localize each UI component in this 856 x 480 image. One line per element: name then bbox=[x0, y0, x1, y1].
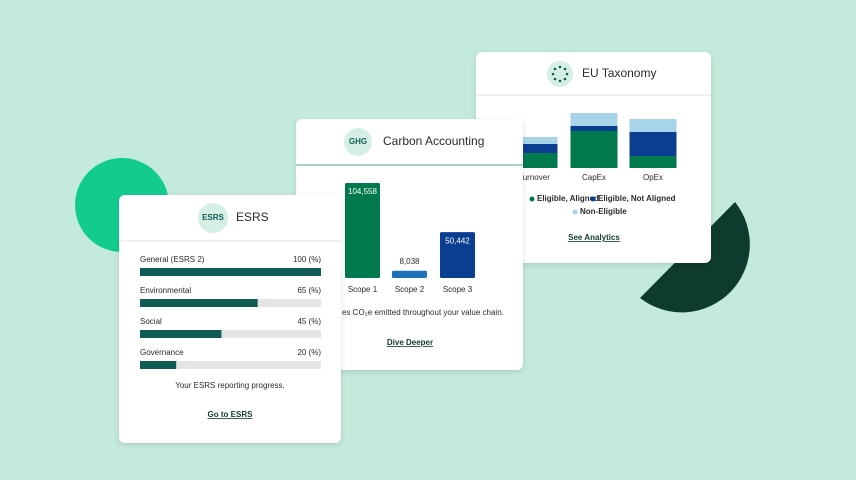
legend-swatch bbox=[529, 196, 535, 202]
row-label: General (ESRS 2) bbox=[140, 255, 205, 264]
badge: GHG bbox=[349, 137, 367, 146]
link[interactable]: See Analytics bbox=[568, 233, 620, 242]
icon bbox=[547, 61, 573, 87]
progress-bar bbox=[140, 299, 258, 307]
bar bbox=[345, 183, 380, 278]
card bbox=[119, 195, 341, 443]
stack-segment bbox=[629, 119, 677, 132]
progress-bar bbox=[140, 361, 177, 369]
x-label: CapEx bbox=[582, 173, 606, 182]
stack-segment bbox=[629, 132, 677, 156]
stack-segment bbox=[510, 137, 558, 144]
carbon-card: GHG Carbon Accounting es CO₂e emitted th… bbox=[296, 119, 523, 370]
card bbox=[296, 119, 523, 370]
legend-swatch bbox=[590, 196, 596, 202]
eu-stars bbox=[551, 65, 569, 83]
row-label: Governance bbox=[140, 348, 184, 357]
x-label: Scope 1 bbox=[348, 285, 378, 294]
caption: es CO₂e emitted throughout your value ch… bbox=[342, 308, 504, 317]
bar bbox=[440, 232, 475, 278]
x-label: OpEx bbox=[643, 173, 663, 182]
row-value: 45 (%) bbox=[297, 317, 321, 326]
legend-label: Non-Eligible bbox=[580, 207, 627, 216]
stack-segment bbox=[629, 156, 677, 168]
link[interactable]: Dive Deeper bbox=[387, 338, 433, 347]
stack-segment bbox=[570, 113, 618, 126]
progress-track bbox=[140, 361, 321, 369]
badge: ESRS bbox=[202, 213, 224, 222]
stack-segment bbox=[570, 126, 618, 131]
value-label: 104,558 bbox=[348, 187, 377, 196]
progress-bar bbox=[140, 330, 222, 338]
icon bbox=[198, 203, 228, 233]
progress-track bbox=[140, 330, 321, 338]
legend-swatch bbox=[572, 209, 578, 215]
x-label: Turnover bbox=[518, 173, 550, 182]
legend-label: Eligible, Aligned bbox=[537, 194, 599, 203]
bar bbox=[392, 270, 427, 278]
progress-bar bbox=[140, 268, 321, 276]
value-label: 50,442 bbox=[445, 236, 470, 245]
x-label: Scope 2 bbox=[395, 285, 425, 294]
stack-segment bbox=[510, 144, 558, 153]
icon bbox=[344, 128, 372, 156]
link[interactable]: Go to ESRS bbox=[208, 410, 254, 419]
row-value: 20 (%) bbox=[297, 348, 321, 357]
row-value: 65 (%) bbox=[297, 286, 321, 295]
row-label: Environmental bbox=[140, 286, 191, 295]
card-title: EU Taxonomy bbox=[582, 66, 656, 80]
value-label: 8,038 bbox=[399, 257, 420, 266]
stack-segment bbox=[570, 131, 618, 168]
row-label: Social bbox=[140, 317, 162, 326]
x-label: Scope 3 bbox=[443, 285, 473, 294]
eu-taxonomy-card: EU Taxonomy Turnover CapEx OpEx Eligible, A… bbox=[476, 52, 711, 263]
caption: Your ESRS reporting progress. bbox=[175, 381, 285, 390]
legend-label: Eligible, Not Aligned bbox=[598, 194, 676, 203]
row-value: 100 (%) bbox=[293, 255, 321, 264]
esrs-card: ESRS ESRS Your ESRS reporting progress. … bbox=[119, 195, 341, 443]
card-title: ESRS bbox=[236, 210, 269, 224]
card-title: Carbon Accounting bbox=[383, 134, 484, 148]
